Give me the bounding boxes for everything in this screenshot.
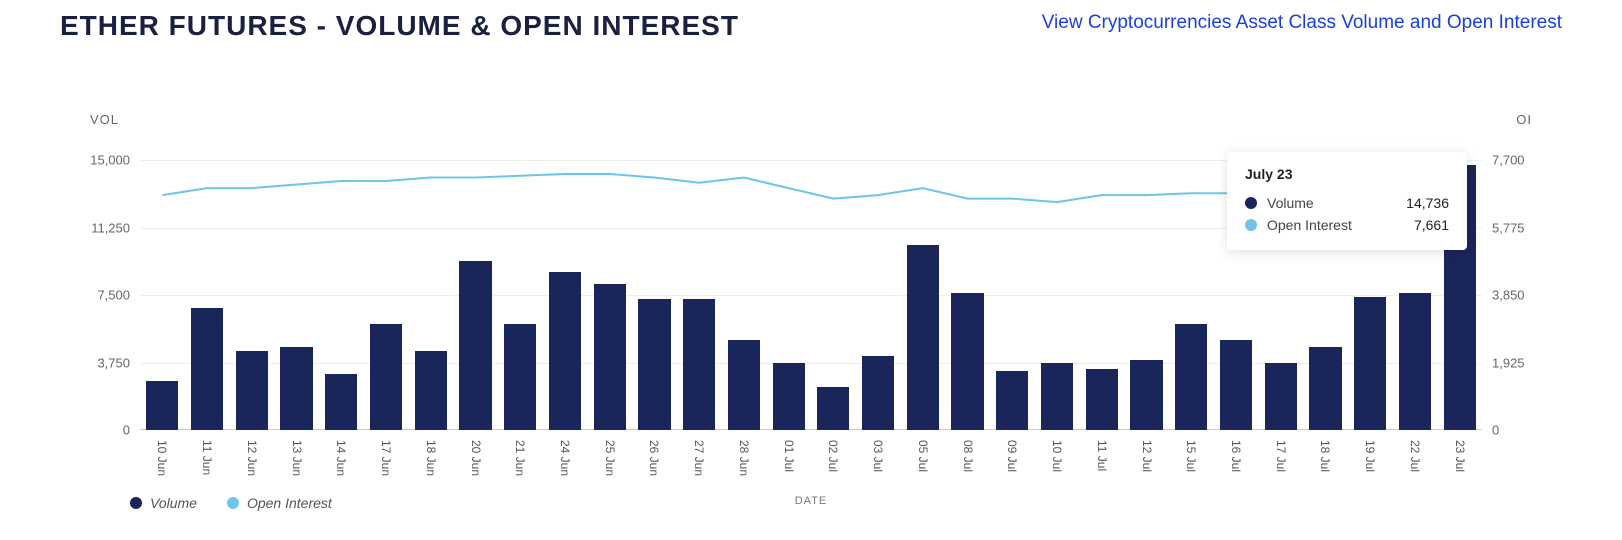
- x-label: 12 Jun: [245, 440, 259, 476]
- x-label: 10 Jun: [155, 440, 169, 476]
- tooltip: July 23 Volume 14,736Open Interest 7,661: [1227, 152, 1467, 250]
- y-left-label: 3,750: [70, 355, 130, 370]
- x-label: 13 Jun: [290, 440, 304, 476]
- legend-swatch: [130, 497, 142, 509]
- y-right-label: 3,850: [1492, 288, 1542, 303]
- x-label: 18 Jul: [1318, 440, 1332, 472]
- legend: Volume Open Interest: [130, 495, 332, 511]
- x-label: 10 Jul: [1050, 440, 1064, 472]
- y-left-label: 15,000: [70, 153, 130, 168]
- x-label: 19 Jul: [1363, 440, 1377, 472]
- x-label: 25 Jun: [603, 440, 617, 476]
- x-label: 21 Jun: [513, 440, 527, 476]
- y-right-label: 5,775: [1492, 220, 1542, 235]
- x-label: 12 Jul: [1140, 440, 1154, 472]
- y-left-label: 0: [70, 423, 130, 438]
- x-axis-labels: 10 Jun 11 Jun 12 Jun 13 Jun 14 Jun 17 Jun 18 J…: [140, 440, 1482, 500]
- x-label: 27 Jun: [692, 440, 706, 476]
- y-left-label: 7,500: [70, 288, 130, 303]
- legend-item[interactable]: Volume: [130, 495, 197, 511]
- view-asset-class-link[interactable]: View Cryptocurrencies Asset Class Volume…: [1042, 10, 1562, 36]
- tooltip-swatch: [1245, 197, 1257, 209]
- x-label: 11 Jul: [1095, 440, 1109, 471]
- x-label: 03 Jul: [871, 440, 885, 472]
- tooltip-title: July 23: [1245, 166, 1449, 182]
- x-label: 17 Jun: [379, 440, 393, 476]
- x-label: 18 Jun: [424, 440, 438, 476]
- x-label: 02 Jul: [826, 440, 840, 472]
- y-left-label: 11,250: [70, 220, 130, 235]
- tooltip-value: 14,736: [1406, 195, 1449, 211]
- x-label: 01 Jul: [782, 440, 796, 472]
- x-label: 24 Jun: [558, 440, 572, 476]
- tooltip-row: Open Interest 7,661: [1245, 214, 1449, 236]
- y-right-label: 1,925: [1492, 355, 1542, 370]
- x-label: 09 Jul: [1005, 440, 1019, 472]
- chart-container: VOL OI 0 0 3,750 1,925 7,500 3,850 11,250 5,775…: [60, 100, 1562, 530]
- tooltip-label: Open Interest: [1267, 217, 1404, 233]
- tooltip-swatch: [1245, 219, 1257, 231]
- y-right-label: 7,700: [1492, 153, 1542, 168]
- x-label: 05 Jul: [916, 440, 930, 472]
- x-label: 17 Jul: [1274, 440, 1288, 472]
- legend-label: Volume: [150, 495, 197, 511]
- x-label: 08 Jul: [961, 440, 975, 472]
- tooltip-value: 7,661: [1414, 217, 1449, 233]
- x-label: 28 Jun: [737, 440, 751, 476]
- right-axis-title: OI: [1516, 112, 1532, 127]
- x-label: 23 Jul: [1453, 440, 1467, 472]
- left-axis-title: VOL: [90, 112, 119, 127]
- x-label: 11 Jun: [200, 440, 214, 475]
- x-label: 26 Jun: [647, 440, 661, 476]
- x-label: 15 Jul: [1184, 440, 1198, 472]
- tooltip-label: Volume: [1267, 195, 1396, 211]
- x-label: 14 Jun: [334, 440, 348, 476]
- x-label: 22 Jul: [1408, 440, 1422, 472]
- legend-label: Open Interest: [247, 495, 332, 511]
- legend-swatch: [227, 497, 239, 509]
- page-title: ETHER FUTURES - VOLUME & OPEN INTEREST: [60, 10, 739, 42]
- y-right-label: 0: [1492, 423, 1542, 438]
- tooltip-row: Volume 14,736: [1245, 192, 1449, 214]
- x-label: 16 Jul: [1229, 440, 1243, 472]
- x-label: 20 Jun: [469, 440, 483, 476]
- legend-item[interactable]: Open Interest: [227, 495, 332, 511]
